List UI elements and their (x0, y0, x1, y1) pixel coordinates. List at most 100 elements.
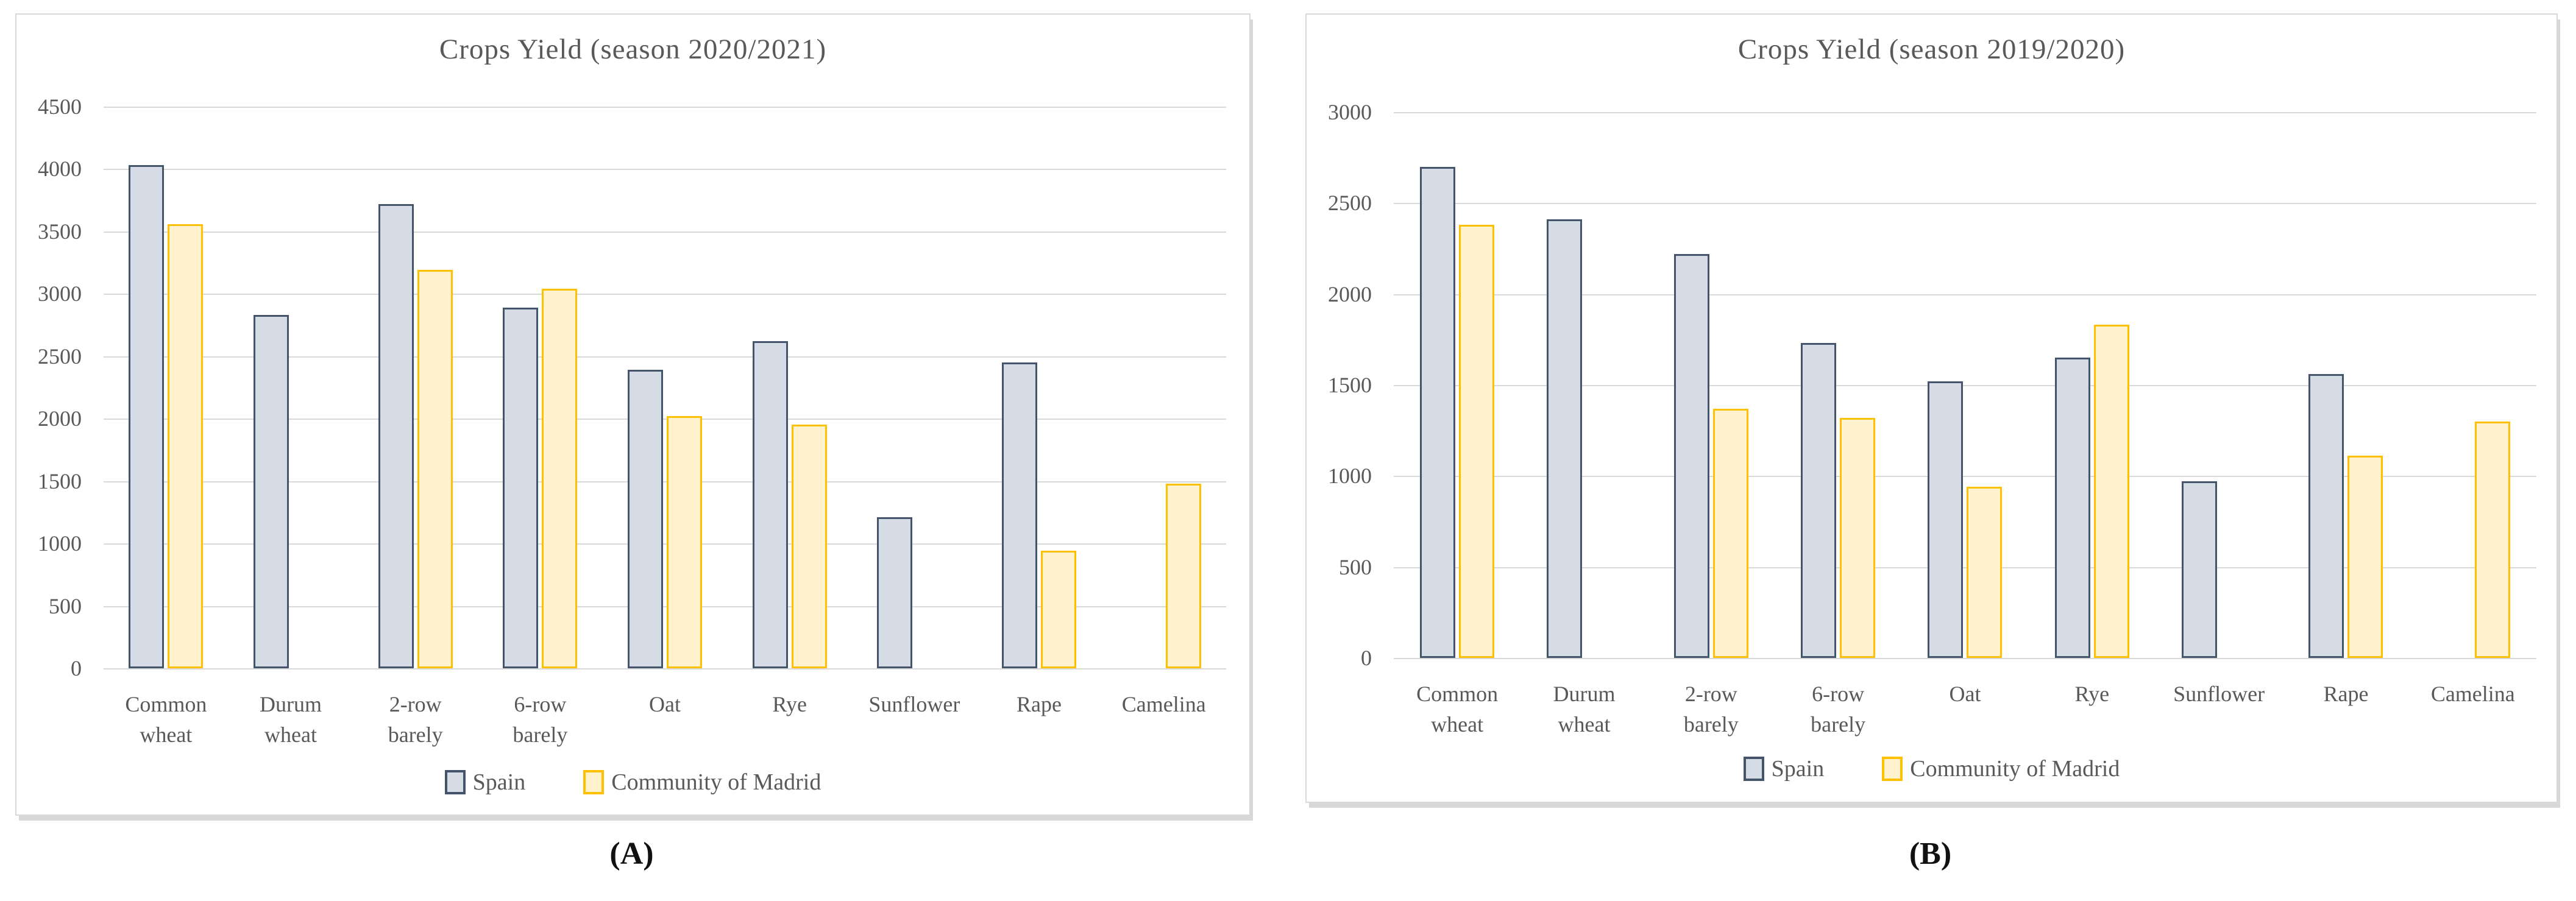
gridline (1394, 294, 2536, 295)
bar-spain (628, 370, 664, 668)
category-cell: Common wheat (1394, 112, 1520, 737)
bar-slot (1586, 112, 1621, 658)
bar-slot (916, 107, 951, 668)
bar-spain (1673, 253, 1709, 658)
bar-slot (2474, 112, 2510, 658)
bar-spain (2308, 374, 2344, 658)
y-axis-tick-label: 2000 (1328, 281, 1372, 306)
bar-madrid (542, 289, 578, 668)
legend-item-community-of-madrid: Community of Madrid (1882, 755, 2120, 782)
y-axis-tick-label: 1000 (38, 531, 82, 556)
x-axis-category-label: 2-row barely (388, 692, 443, 747)
x-axis-category-label: 2-row barely (1683, 682, 1739, 737)
bar-spain (2054, 358, 2090, 658)
y-axis-tick-label: 3000 (1328, 100, 1372, 124)
gridline (1394, 658, 2536, 659)
category-cell: Oat (1901, 112, 2028, 706)
gridline (1394, 476, 2536, 478)
bar-madrid (417, 270, 453, 668)
bar-madrid (791, 425, 827, 668)
bar-madrid (168, 224, 204, 668)
bar-spain (1928, 381, 1964, 658)
bar-spain (752, 341, 788, 668)
category-cell: Rape (977, 107, 1102, 716)
legend-swatch-community-of-madrid (1882, 757, 1903, 781)
x-axis-category-label: Rye (772, 692, 807, 716)
bar-slot (542, 107, 578, 668)
subfigure-caption-a: (A) (609, 836, 654, 871)
y-axis-tick-label: 0 (71, 656, 82, 680)
bar-slot (877, 107, 913, 668)
y-axis-tick-label: 4000 (38, 157, 82, 182)
x-axis-category-label: Common wheat (125, 692, 207, 747)
legend-swatch-spain (444, 770, 466, 794)
bar-slot (2308, 112, 2344, 658)
bar-cluster (2182, 112, 2256, 658)
bar-cluster (1002, 107, 1077, 668)
bar-cluster (254, 107, 328, 668)
y-axis-tick-label: 4500 (38, 94, 82, 119)
category-cell: Rye (727, 107, 852, 716)
gridline (104, 294, 1226, 295)
bar-spain (129, 165, 165, 668)
bar-slot (378, 107, 414, 668)
categories-row: Common wheat Durum wheat 2-row barely 6-row… (1394, 112, 2536, 737)
y-axis-tick-label: 1500 (38, 468, 82, 493)
bar-cluster (1673, 112, 1748, 658)
bar-cluster (752, 107, 827, 668)
y-axis-tick-label: 2000 (38, 406, 82, 431)
category-cell: 6-row barely (1775, 112, 1901, 737)
y-axis: 4500 4000 3500 3000 2500 2000 1500 1000 500 0 (16, 94, 82, 680)
bar-madrid (1459, 225, 1495, 658)
bar-slot (1928, 112, 1964, 658)
bar-spain (877, 517, 913, 668)
category-cell: Sunflower (2156, 112, 2282, 706)
bar-spain (254, 315, 289, 668)
category-cell: Camelina (1101, 107, 1226, 716)
chart-panel-season-2020-2021: Crops Yield (season 2020/2021) 4500 4000 3… (15, 13, 1251, 816)
bar-spain (2182, 481, 2218, 658)
x-axis-category-label: 6-row barely (513, 692, 568, 747)
bar-slot (628, 107, 664, 668)
bar-cluster (1127, 107, 1201, 668)
bar-slot (1967, 112, 2003, 658)
bar-cluster (877, 107, 951, 668)
x-axis-category-label: Sunflower (2173, 682, 2265, 706)
bar-cluster (2054, 112, 2129, 658)
y-axis-tick-label: 2500 (1328, 191, 1372, 216)
bar-spain (503, 307, 539, 668)
bar-madrid (2093, 325, 2129, 658)
bar-cluster (2436, 112, 2510, 658)
x-axis-category-label: Camelina (1121, 692, 1206, 716)
gridline (104, 419, 1226, 420)
bar-spain (1547, 219, 1583, 658)
gridline (104, 169, 1226, 171)
y-axis: 3000 2500 2000 1500 1000 500 0 (1307, 100, 1372, 670)
legend-label-spain: Spain (1771, 756, 1825, 782)
legend-label-community-of-madrid: Community of Madrid (1910, 756, 2120, 782)
gridline (104, 606, 1226, 607)
bar-spain (1002, 362, 1038, 668)
x-axis-category-label: Durum wheat (1553, 682, 1616, 737)
categories-row: Common wheat Durum wheat 2-row barely 6-row… (104, 107, 1226, 747)
bar-madrid (2347, 456, 2383, 658)
x-axis-category-label: Common wheat (1416, 682, 1499, 737)
legend-swatch-community-of-madrid (583, 770, 605, 794)
bar-slot (1002, 107, 1038, 668)
chart-panel-season-2019-2020: Crops Yield (season 2019/2020) 3000 2500 2… (1305, 13, 2558, 803)
bar-slot (1547, 112, 1583, 658)
bar-cluster (628, 107, 703, 668)
plot-area: Common wheat Durum wheat 2-row barely 6-row… (1394, 112, 2536, 737)
bar-madrid (1041, 551, 1077, 668)
category-cell: 2-row barely (1648, 112, 1775, 737)
x-axis-category-label: Sunflower (868, 692, 960, 716)
bar-madrid (1967, 487, 2003, 658)
gridline (104, 481, 1226, 482)
plot-area: Common wheat Durum wheat 2-row barely 6-row… (104, 107, 1226, 747)
bar-cluster (2308, 112, 2383, 658)
y-axis-tick-label: 1000 (1328, 464, 1372, 489)
x-axis-category-label: Rape (1017, 692, 1062, 716)
gridline (104, 543, 1226, 545)
category-cell: Sunflower (852, 107, 977, 716)
bar-madrid (667, 416, 703, 668)
